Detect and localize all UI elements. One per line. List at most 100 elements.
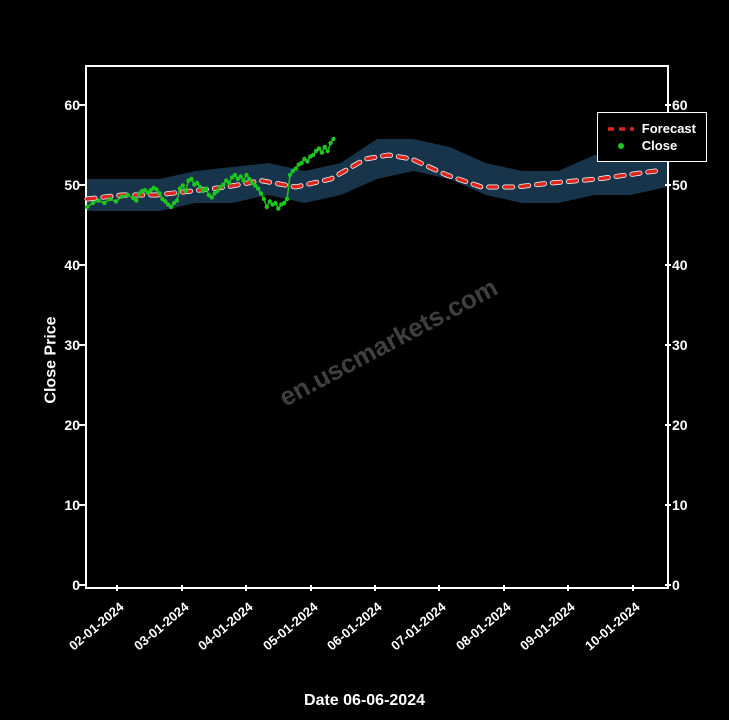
y-tick-mark: [665, 264, 671, 266]
y-axis-label: Close Price: [43, 316, 61, 403]
close-marker: [299, 161, 303, 165]
close-marker: [288, 173, 292, 177]
close-marker: [227, 181, 231, 185]
chart-suptitle: UL: [0, 12, 729, 33]
y-tick-mark: [665, 344, 671, 346]
close-marker: [262, 197, 266, 201]
x-tick: 08-01-2024: [453, 599, 514, 653]
x-axis-label: Date 06-06-2024: [0, 692, 729, 710]
close-marker: [265, 205, 269, 209]
y-tick-left: 30: [64, 337, 80, 353]
legend-label: Close: [642, 138, 677, 153]
y-tick-mark: [665, 424, 671, 426]
legend-swatch: [608, 140, 634, 152]
x-tick: 04-01-2024: [195, 599, 256, 653]
y-tick-mark: [79, 424, 85, 426]
y-tick-right: 20: [672, 417, 688, 433]
close-marker: [181, 183, 185, 187]
close-marker: [154, 187, 158, 191]
close-marker: [282, 201, 286, 205]
close-marker: [285, 197, 289, 201]
close-marker: [317, 146, 321, 150]
close-marker: [204, 186, 208, 190]
y-tick-mark: [665, 184, 671, 186]
x-tick: 05-01-2024: [260, 599, 321, 653]
x-tick: 09-01-2024: [517, 599, 578, 653]
close-marker: [323, 145, 327, 149]
close-marker: [157, 191, 161, 195]
close-marker: [239, 174, 243, 178]
close-marker: [85, 205, 89, 209]
close-marker: [221, 182, 225, 186]
close-marker: [96, 198, 100, 202]
close-marker: [215, 189, 219, 193]
close-marker: [244, 173, 248, 177]
x-tick-mark: [181, 585, 183, 591]
legend-row: Close: [608, 138, 696, 153]
close-marker: [108, 197, 112, 201]
close-marker: [320, 150, 324, 154]
y-tick-mark: [79, 104, 85, 106]
close-marker: [256, 186, 260, 190]
plot-area: en.uscmarkets.com: [85, 65, 669, 589]
y-tick-right: 50: [672, 177, 688, 193]
close-marker: [198, 185, 202, 189]
stock-chart: UL Unilever PLC Stock Price Prediction a…: [0, 0, 729, 720]
y-tick-right: 0: [672, 577, 680, 593]
legend-label: Forecast: [642, 121, 696, 136]
y-tick-right: 30: [672, 337, 688, 353]
close-marker: [305, 159, 309, 163]
close-marker: [183, 189, 187, 193]
chart-subtitle: Unilever PLC Stock Price Prediction and …: [0, 38, 729, 58]
x-tick-mark: [567, 585, 569, 591]
close-marker: [91, 201, 95, 205]
confidence-band: [87, 139, 667, 211]
close-marker: [210, 195, 214, 199]
x-tick: 03-01-2024: [131, 599, 192, 653]
y-tick-left: 20: [64, 417, 80, 433]
close-marker: [326, 149, 330, 153]
close-marker: [120, 194, 124, 198]
x-tick-mark: [374, 585, 376, 591]
legend-swatch: [608, 123, 634, 135]
y-tick-right: 40: [672, 257, 688, 273]
y-tick-left: 40: [64, 257, 80, 273]
y-tick-mark: [665, 104, 671, 106]
legend: Forecast Close: [597, 112, 707, 162]
y-tick-mark: [79, 184, 85, 186]
close-marker: [195, 181, 199, 185]
close-marker: [233, 173, 237, 177]
close-marker: [331, 137, 335, 141]
plot-svg: [87, 67, 667, 587]
y-tick-mark: [79, 504, 85, 506]
x-tick-mark: [503, 585, 505, 591]
y-tick-left: 50: [64, 177, 80, 193]
x-tick-mark: [438, 585, 440, 591]
close-marker: [134, 198, 138, 202]
x-tick: 10-01-2024: [582, 599, 643, 653]
close-marker: [175, 198, 179, 202]
legend-row: Forecast: [608, 121, 696, 136]
y-tick-mark: [665, 584, 671, 586]
x-tick-mark: [310, 585, 312, 591]
y-tick-left: 10: [64, 497, 80, 513]
close-marker: [273, 201, 277, 205]
close-marker: [189, 177, 193, 181]
y-tick-mark: [79, 264, 85, 266]
y-tick-right: 10: [672, 497, 688, 513]
close-marker: [169, 205, 173, 209]
x-tick-mark: [116, 585, 118, 591]
x-tick: 02-01-2024: [66, 599, 127, 653]
close-marker: [247, 177, 251, 181]
y-tick-mark: [79, 344, 85, 346]
y-tick-mark: [79, 584, 85, 586]
x-tick: 07-01-2024: [388, 599, 449, 653]
x-tick: 06-01-2024: [324, 599, 385, 653]
close-marker: [102, 201, 106, 205]
close-marker: [294, 166, 298, 170]
close-marker: [276, 206, 280, 210]
y-tick-left: 60: [64, 97, 80, 113]
y-tick-right: 60: [672, 97, 688, 113]
close-marker: [311, 153, 315, 157]
x-tick-mark: [245, 585, 247, 591]
